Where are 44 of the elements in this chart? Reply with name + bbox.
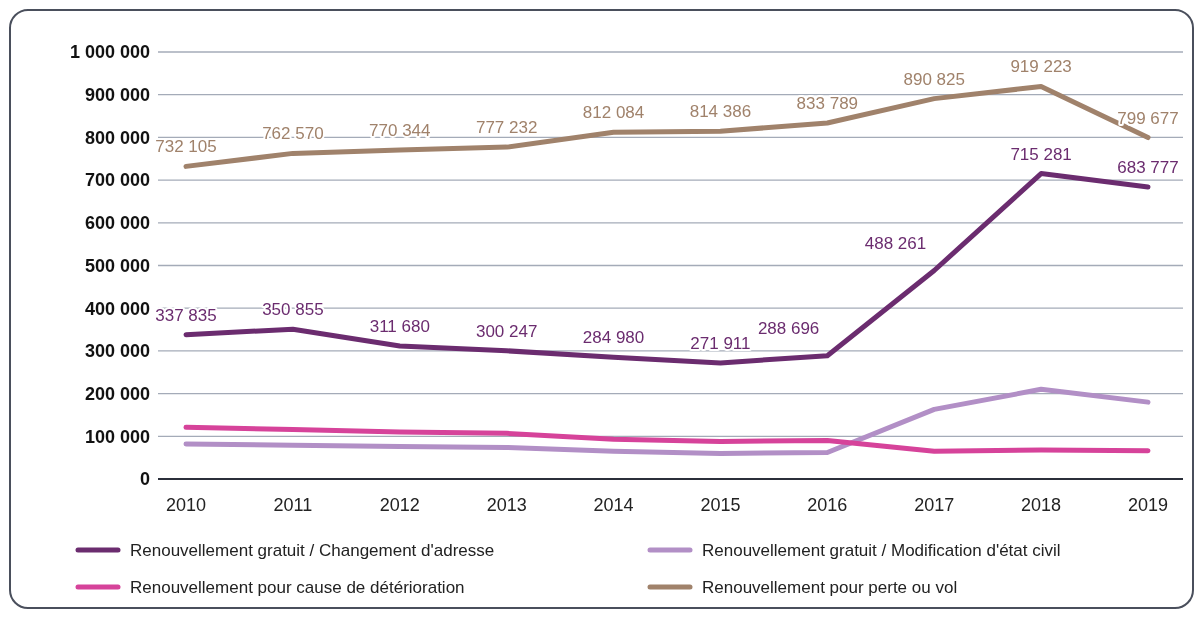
data-label: 777 232 [475, 118, 538, 138]
y-tick-label: 1 000 000 [69, 42, 150, 63]
data-label: 337 835 [155, 305, 217, 325]
y-tick-label: 500 000 [84, 255, 150, 276]
x-tick-label: 2013 [486, 495, 527, 515]
data-label: 799 677 [1117, 108, 1179, 128]
y-tick-label: 200 000 [84, 383, 150, 404]
data-label: 300 247 [475, 321, 538, 341]
y-tick-label: 800 000 [84, 127, 150, 148]
data-label: 814 386 [689, 102, 752, 122]
y-tick-label: 300 000 [84, 341, 150, 362]
data-label: 833 789 [796, 93, 859, 113]
x-tick-label: 2019 [1127, 495, 1169, 515]
x-tick-label: 2012 [379, 495, 420, 515]
x-tick-label: 2018 [1021, 495, 1062, 515]
y-tick-label: 0 [139, 469, 150, 490]
data-label: 683 777 [1117, 158, 1179, 178]
legend-label: Renouvellement gratuit / Changement d'adresse [130, 540, 495, 560]
x-tick-label: 2011 [273, 495, 313, 515]
legend-label: Renouvellement pour perte ou vol [702, 577, 958, 597]
x-tick-label: 2010 [165, 495, 207, 515]
x-tick-label: 2017 [914, 495, 955, 515]
y-tick-label: 700 000 [84, 170, 150, 191]
y-tick-label: 100 000 [84, 426, 150, 447]
legend-label: Renouvellement gratuit / Modification d'état civil [702, 540, 1061, 560]
legend-label: Renouvellement pour cause de détérioration [130, 577, 465, 597]
data-label: 919 223 [1010, 57, 1072, 77]
y-tick-label: 400 000 [84, 298, 150, 319]
data-label: 350 855 [262, 300, 324, 320]
data-label: 284 980 [582, 328, 645, 348]
data-label: 890 825 [903, 69, 965, 89]
x-tick-label: 2014 [593, 495, 634, 515]
data-label: 770 344 [369, 121, 431, 141]
y-tick-label: 900 000 [84, 85, 150, 105]
data-label: 715 281 [1010, 144, 1072, 164]
x-tick-label: 2016 [807, 495, 848, 515]
data-label: 732 105 [155, 137, 217, 157]
data-label: 311 680 [369, 316, 430, 336]
data-label: 288 696 [757, 318, 820, 338]
x-tick-label: 2015 [700, 495, 741, 515]
data-label: 488 261 [864, 233, 927, 253]
y-tick-label: 600 000 [84, 213, 150, 234]
data-label: 271 911 [690, 333, 751, 353]
data-label: 812 084 [582, 103, 645, 123]
